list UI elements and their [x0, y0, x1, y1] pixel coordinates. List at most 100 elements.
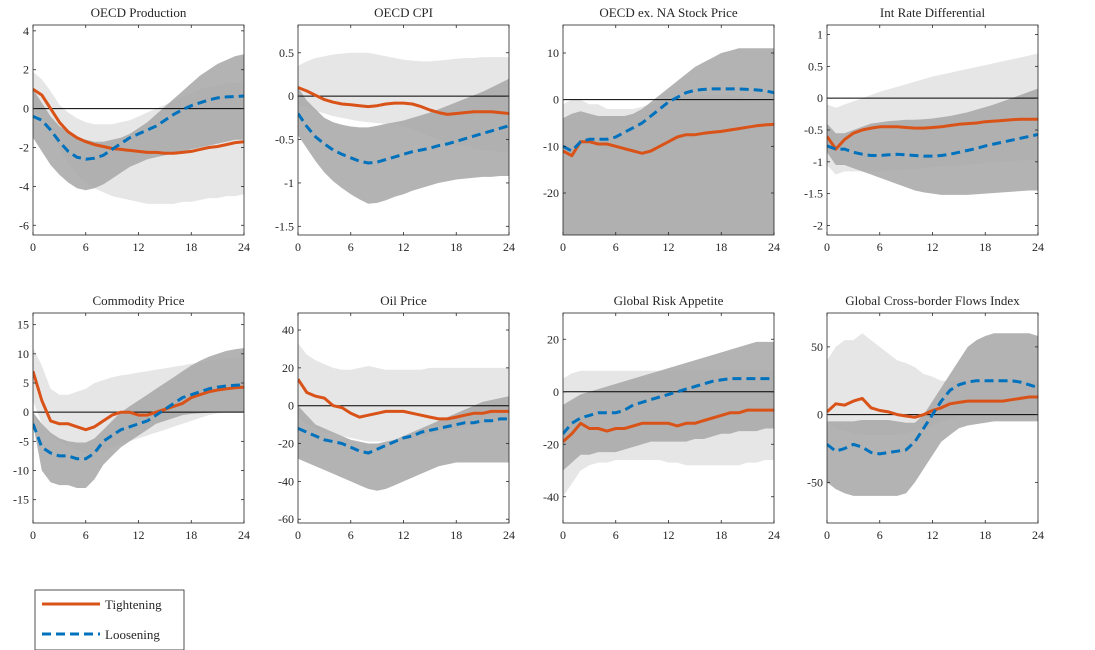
series-line-tightening	[33, 370, 244, 432]
x-tick-label: 12	[398, 528, 410, 542]
plot-area	[298, 52, 509, 204]
y-tick-label: -2	[813, 218, 823, 232]
series-line-tightening	[33, 87, 244, 155]
chart-title: OECD ex. NA Stock Price	[599, 5, 738, 20]
y-tick-label: -6	[19, 218, 29, 232]
y-tick-label: 15	[17, 318, 29, 332]
chart-title: Int Rate Differential	[880, 5, 986, 20]
x-tick-label: 0	[560, 528, 566, 542]
x-tick-label: 6	[83, 240, 89, 254]
series-line-loosening	[298, 417, 509, 455]
y-tick-label: -40	[278, 474, 294, 488]
confidence-band-inner	[563, 341, 774, 471]
x-tick-label: 12	[133, 240, 145, 254]
confidence-band-inner	[827, 88, 1038, 195]
x-tick-label: 12	[927, 240, 939, 254]
x-tick-label: 24	[1032, 240, 1044, 254]
y-tick-label: -20	[543, 186, 559, 200]
x-tick-label: 0	[560, 240, 566, 254]
series-line-tightening	[827, 395, 1038, 419]
y-tick-label: -10	[543, 139, 559, 153]
x-tick-label: 24	[1032, 528, 1044, 542]
y-tick-label: 50	[811, 340, 823, 354]
chart-title: Oil Price	[380, 293, 427, 308]
x-tick-label: 18	[185, 240, 197, 254]
x-tick-label: 18	[450, 528, 462, 542]
legend: Tightening Loosening	[34, 589, 185, 650]
series-line-loosening	[33, 94, 244, 161]
chart-title: Global Risk Appetite	[614, 293, 724, 308]
x-tick-label: 24	[768, 528, 780, 542]
y-tick-label: 0	[817, 91, 823, 105]
confidence-band-inner	[298, 396, 509, 491]
x-tick-label: 24	[503, 528, 515, 542]
x-tick-label: 6	[877, 240, 883, 254]
y-tick-label: -1.5	[804, 187, 823, 201]
chart-panel: Global Cross-border Flows Index 0 6 12 18 24 5…	[807, 293, 1044, 542]
y-tick-label: -1.5	[275, 219, 294, 233]
series-line-loosening	[827, 379, 1038, 456]
series-line-tightening	[298, 378, 509, 421]
plot-area	[33, 54, 244, 204]
chart-panel: OECD ex. NA Stock Price 0 6 12 18 24 10 0 -10 -20	[543, 5, 780, 254]
x-tick-label: 18	[185, 528, 197, 542]
y-tick-label: 0.5	[279, 46, 294, 60]
x-tick-label: 24	[238, 528, 250, 542]
x-tick-label: 12	[663, 528, 675, 542]
y-tick-label: -15	[13, 493, 29, 507]
x-tick-label: 6	[83, 528, 89, 542]
x-tick-label: 18	[450, 240, 462, 254]
y-tick-label: -10	[13, 464, 29, 478]
y-tick-label: -0.5	[275, 133, 294, 147]
chart-panel: Commodity Price 0 6 12 18 24 15 10 5 0 -5 -10 -15	[13, 293, 250, 542]
y-tick-label: 0	[288, 89, 294, 103]
x-tick-label: 0	[30, 528, 36, 542]
x-tick-label: 12	[133, 528, 145, 542]
y-tick-label: -60	[278, 512, 294, 526]
legend-loosening-label: Loosening	[105, 627, 160, 642]
y-tick-label: 20	[547, 332, 559, 346]
x-tick-label: 6	[613, 528, 619, 542]
x-tick-label: 12	[663, 240, 675, 254]
x-tick-label: 12	[398, 240, 410, 254]
x-tick-label: 18	[715, 240, 727, 254]
x-tick-label: 0	[30, 240, 36, 254]
plot-area	[563, 48, 774, 235]
y-tick-label: 2	[23, 63, 29, 77]
series-line-tightening	[563, 122, 774, 158]
y-tick-label: 4	[23, 24, 29, 38]
y-tick-label: -20	[543, 437, 559, 451]
x-tick-label: 6	[348, 528, 354, 542]
y-tick-label: -50	[807, 475, 823, 489]
chart-title: OECD CPI	[374, 5, 433, 20]
y-tick-label: 1	[817, 28, 823, 42]
y-tick-label: 0.5	[808, 59, 823, 73]
x-tick-label: 6	[877, 528, 883, 542]
plot-area	[298, 343, 509, 491]
confidence-band-inner	[33, 54, 244, 191]
y-tick-label: -20	[278, 437, 294, 451]
plot-area	[33, 348, 244, 488]
plot-area	[827, 333, 1038, 496]
y-tick-label: 20	[282, 361, 294, 375]
x-tick-label: 18	[979, 528, 991, 542]
x-tick-label: 0	[824, 240, 830, 254]
chart-panel: OECD Production 0 6 12 18 24 4 2 0 -2 -4 -6	[19, 5, 250, 254]
x-tick-label: 24	[238, 240, 250, 254]
y-tick-label: 0	[23, 102, 29, 116]
x-tick-label: 6	[348, 240, 354, 254]
y-tick-label: -1	[813, 155, 823, 169]
x-tick-label: 0	[295, 240, 301, 254]
legend-box	[34, 589, 185, 650]
y-tick-label: 0	[23, 405, 29, 419]
chart-panel: Int Rate Differential 0 6 12 18 24 1 0.5 0 -0.5 -1…	[804, 5, 1044, 254]
y-tick-label: 10	[17, 347, 29, 361]
series-line-loosening	[33, 383, 244, 461]
y-tick-label: -2	[19, 141, 29, 155]
y-tick-label: -1	[284, 176, 294, 190]
x-tick-label: 0	[295, 528, 301, 542]
y-tick-label: 0	[553, 385, 559, 399]
legend-tightening-label: Tightening	[105, 597, 162, 612]
series-line-loosening	[563, 377, 774, 435]
y-tick-label: 40	[282, 323, 294, 337]
